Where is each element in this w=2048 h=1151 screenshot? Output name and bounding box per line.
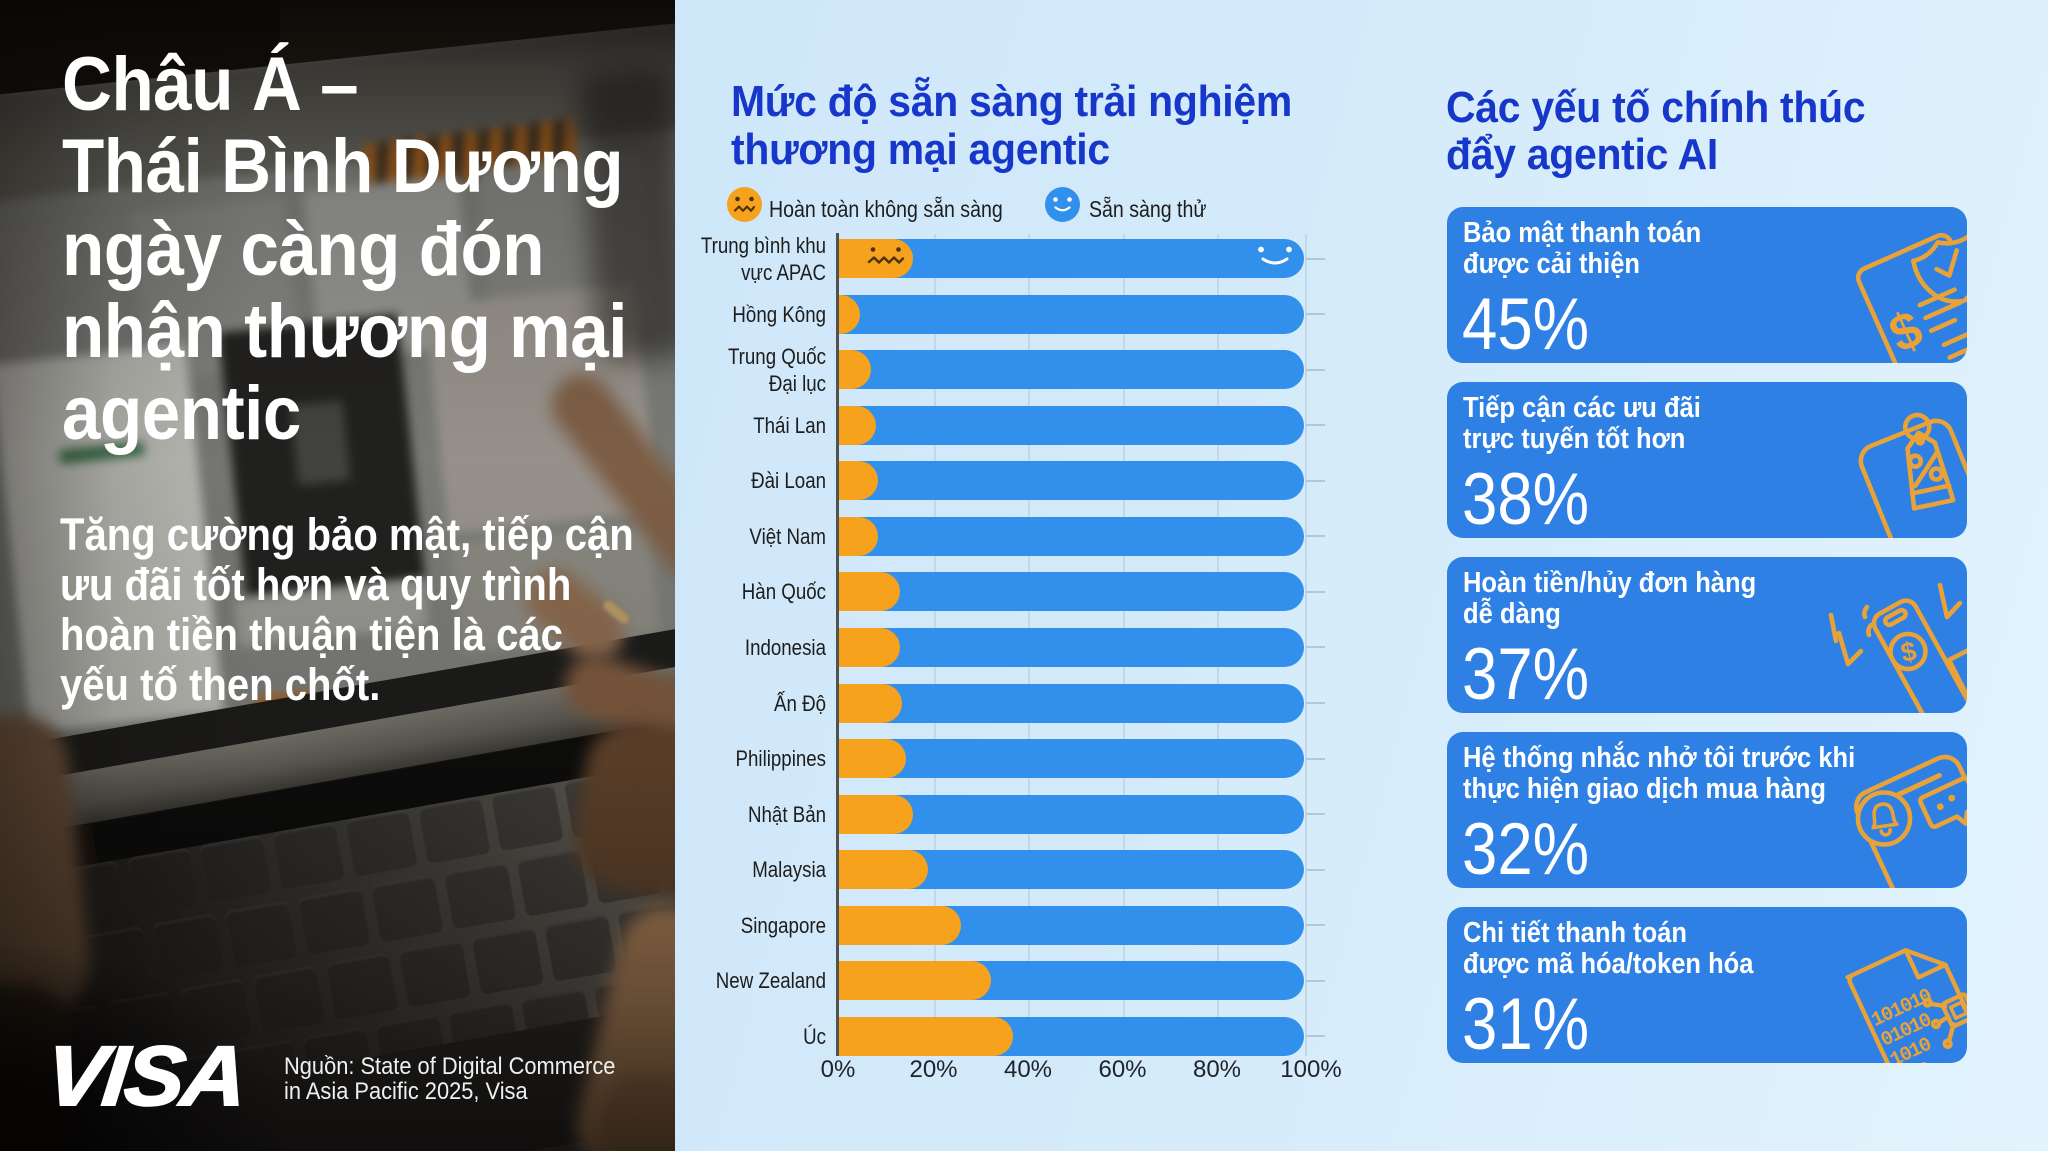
svg-text:$: $ bbox=[1898, 636, 1919, 668]
